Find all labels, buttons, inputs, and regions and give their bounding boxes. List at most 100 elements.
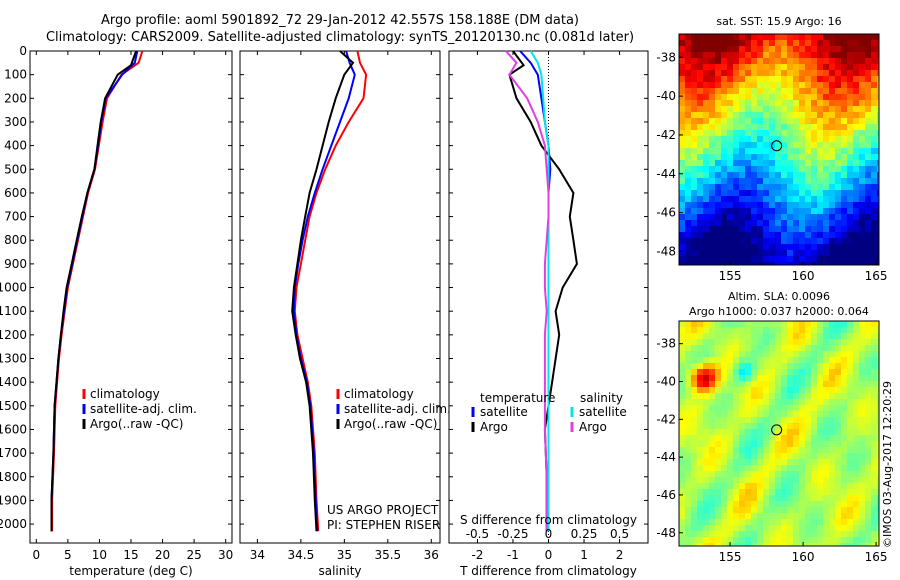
map-cell xyxy=(709,70,715,76)
map-cell xyxy=(859,501,865,507)
map-cell xyxy=(811,543,817,546)
map-cell xyxy=(757,525,763,531)
map-cell xyxy=(733,166,739,172)
map-cell xyxy=(715,477,721,483)
map-cell xyxy=(763,441,769,447)
map-cell xyxy=(805,351,811,357)
map-cell xyxy=(727,70,733,76)
map-cell xyxy=(769,190,775,196)
map-cell xyxy=(823,531,829,537)
map-cell xyxy=(739,82,745,88)
map-cell xyxy=(823,369,829,375)
map-cell xyxy=(721,58,727,64)
map-cell xyxy=(859,34,865,40)
map-cell xyxy=(805,531,811,537)
map-cell xyxy=(685,172,691,178)
map-cell xyxy=(877,351,879,357)
map-cell xyxy=(859,220,865,226)
map-cell xyxy=(841,453,847,459)
map-cell xyxy=(679,423,685,429)
map-cell xyxy=(715,435,721,441)
map-cell xyxy=(805,58,811,64)
map-cell xyxy=(835,477,841,483)
map-cell xyxy=(829,501,835,507)
map-cell xyxy=(877,82,879,88)
map-cell xyxy=(871,106,877,112)
map-cell xyxy=(823,64,829,70)
map-cell xyxy=(739,148,745,154)
map-cell xyxy=(703,190,709,196)
map-cell xyxy=(823,363,829,369)
map-cell xyxy=(733,447,739,453)
map-cell xyxy=(733,339,739,345)
map-cell xyxy=(835,411,841,417)
map-cell xyxy=(727,357,733,363)
map-cell xyxy=(679,411,685,417)
map-cell xyxy=(787,238,793,244)
map-cell xyxy=(739,435,745,441)
map-cell xyxy=(691,172,697,178)
map-cell xyxy=(769,321,775,327)
map-cell xyxy=(739,190,745,196)
map-cell xyxy=(859,483,865,489)
map-cell xyxy=(877,178,879,184)
map-cell xyxy=(787,483,793,489)
map-cell xyxy=(853,226,859,232)
x-tick-label-top: 0.5 xyxy=(610,527,629,541)
map-cell xyxy=(745,423,751,429)
map-cell xyxy=(715,94,721,100)
map-cell xyxy=(751,327,757,333)
map-cell xyxy=(805,465,811,471)
map-cell xyxy=(709,250,715,256)
map-cell xyxy=(697,124,703,130)
map-cell xyxy=(727,226,733,232)
map-cell xyxy=(841,393,847,399)
map-cell xyxy=(775,507,781,513)
map-cell xyxy=(757,100,763,106)
x-tick-label: 35.5 xyxy=(374,548,401,562)
map-cell xyxy=(745,429,751,435)
map-cell xyxy=(805,447,811,453)
map-cell xyxy=(727,483,733,489)
map-cell xyxy=(709,543,715,546)
map-cell xyxy=(853,393,859,399)
map-cell xyxy=(841,411,847,417)
map-cell xyxy=(823,46,829,52)
map-cell xyxy=(829,387,835,393)
map-cell xyxy=(763,190,769,196)
map-cell xyxy=(739,459,745,465)
map-cell xyxy=(871,345,877,351)
map-cell xyxy=(715,40,721,46)
map-cell xyxy=(805,357,811,363)
map-cell xyxy=(787,531,793,537)
map-cell xyxy=(829,238,835,244)
map-cell xyxy=(685,88,691,94)
map-cell xyxy=(811,417,817,423)
map-cell xyxy=(805,184,811,190)
map-cell xyxy=(769,339,775,345)
map-cell xyxy=(769,543,775,546)
map-cell xyxy=(871,423,877,429)
map-cell xyxy=(703,154,709,160)
map-cell xyxy=(745,58,751,64)
map-cell xyxy=(859,130,865,136)
map-cell xyxy=(697,202,703,208)
map-cell xyxy=(697,208,703,214)
map-cell xyxy=(799,393,805,399)
map-cell xyxy=(823,202,829,208)
map-cell xyxy=(703,142,709,148)
map-cell xyxy=(859,112,865,118)
map-cell xyxy=(871,34,877,40)
map-cell xyxy=(769,351,775,357)
map-cell xyxy=(781,202,787,208)
map-cell xyxy=(817,202,823,208)
map-cell xyxy=(787,393,793,399)
map-cell xyxy=(715,333,721,339)
map-cell xyxy=(715,76,721,82)
map-cell xyxy=(769,58,775,64)
map-cell xyxy=(727,178,733,184)
map-cell xyxy=(835,345,841,351)
map-cell xyxy=(841,447,847,453)
map-cell xyxy=(835,393,841,399)
map-cell xyxy=(805,501,811,507)
